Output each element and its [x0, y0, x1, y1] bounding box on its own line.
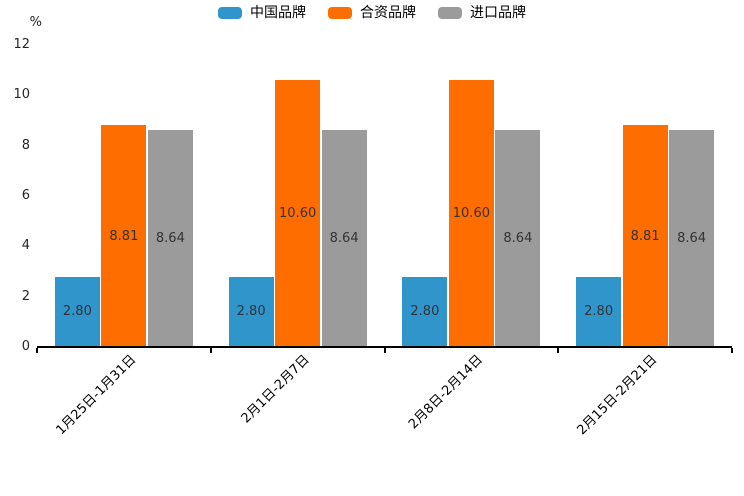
y-axis-unit-label: %: [29, 15, 42, 30]
x-axis-line: [37, 346, 732, 348]
x-tick-mark: [209, 348, 212, 353]
legend-swatch-icon: [438, 7, 462, 19]
bar-value-label: 8.64: [155, 230, 185, 246]
y-tick-label: 6: [21, 188, 30, 203]
legend-item-0: 中国品牌: [218, 6, 306, 20]
bar-value-label: 8.64: [503, 230, 533, 246]
x-tick-mark: [731, 348, 733, 353]
bar-value-label: 2.80: [236, 304, 266, 320]
legend-item-2: 进口品牌: [438, 6, 526, 20]
chart-legend: 中国品牌 合资品牌 进口品牌: [0, 6, 744, 20]
bar-中国品牌-3: 2.80: [576, 276, 622, 347]
bar-中国品牌-0: 2.80: [54, 276, 100, 347]
bar-value-label: 2.80: [410, 304, 440, 320]
y-tick-label: 0: [21, 339, 30, 354]
x-tick-mark: [36, 348, 38, 353]
bar-中国品牌-2: 2.80: [402, 276, 448, 347]
bar-进口品牌-2: 8.64: [495, 129, 541, 347]
bar-value-label: 10.60: [279, 206, 317, 222]
bar-进口品牌-0: 8.64: [147, 129, 193, 347]
y-tick-label: 12: [13, 37, 30, 52]
x-category-label-0: 1月25日-1月31日: [52, 352, 139, 439]
y-tick-label: 4: [21, 238, 30, 254]
x-category-label-1: 2月1日-2月7日: [238, 352, 313, 427]
legend-label: 进口品牌: [470, 5, 526, 21]
bar-合资品牌-0: 8.81: [101, 125, 147, 347]
legend-swatch-icon: [218, 7, 242, 19]
bar-value-label: 8.81: [109, 228, 139, 244]
legend-label: 合资品牌: [360, 5, 416, 21]
legend-swatch-icon: [328, 7, 352, 19]
y-tick-label: 10: [13, 87, 30, 103]
bar-合资品牌-1: 10.60: [275, 80, 321, 347]
x-category-label-3: 2月15日-2月21日: [574, 352, 661, 439]
bar-value-label: 8.81: [630, 228, 660, 244]
bar-中国品牌-1: 2.80: [228, 276, 274, 347]
x-tick-mark: [383, 348, 386, 353]
bar-value-label: 8.64: [677, 230, 707, 246]
y-tick-label: 8: [21, 137, 30, 153]
legend-label: 中国品牌: [250, 5, 306, 21]
bar-value-label: 10.60: [452, 206, 490, 222]
bar-合资品牌-2: 10.60: [448, 80, 494, 347]
y-tick-label: 2: [21, 288, 30, 304]
x-category-label-2: 2月8日-2月14日: [406, 352, 487, 433]
x-tick-mark: [557, 348, 560, 353]
bar-合资品牌-3: 8.81: [622, 125, 668, 347]
bar-value-label: 2.80: [62, 304, 92, 320]
bar-value-label: 8.64: [329, 230, 359, 246]
bar-进口品牌-3: 8.64: [669, 129, 715, 347]
legend-item-1: 合资品牌: [328, 6, 416, 20]
bar-value-label: 2.80: [584, 304, 614, 320]
bar-进口品牌-1: 8.64: [321, 129, 367, 347]
